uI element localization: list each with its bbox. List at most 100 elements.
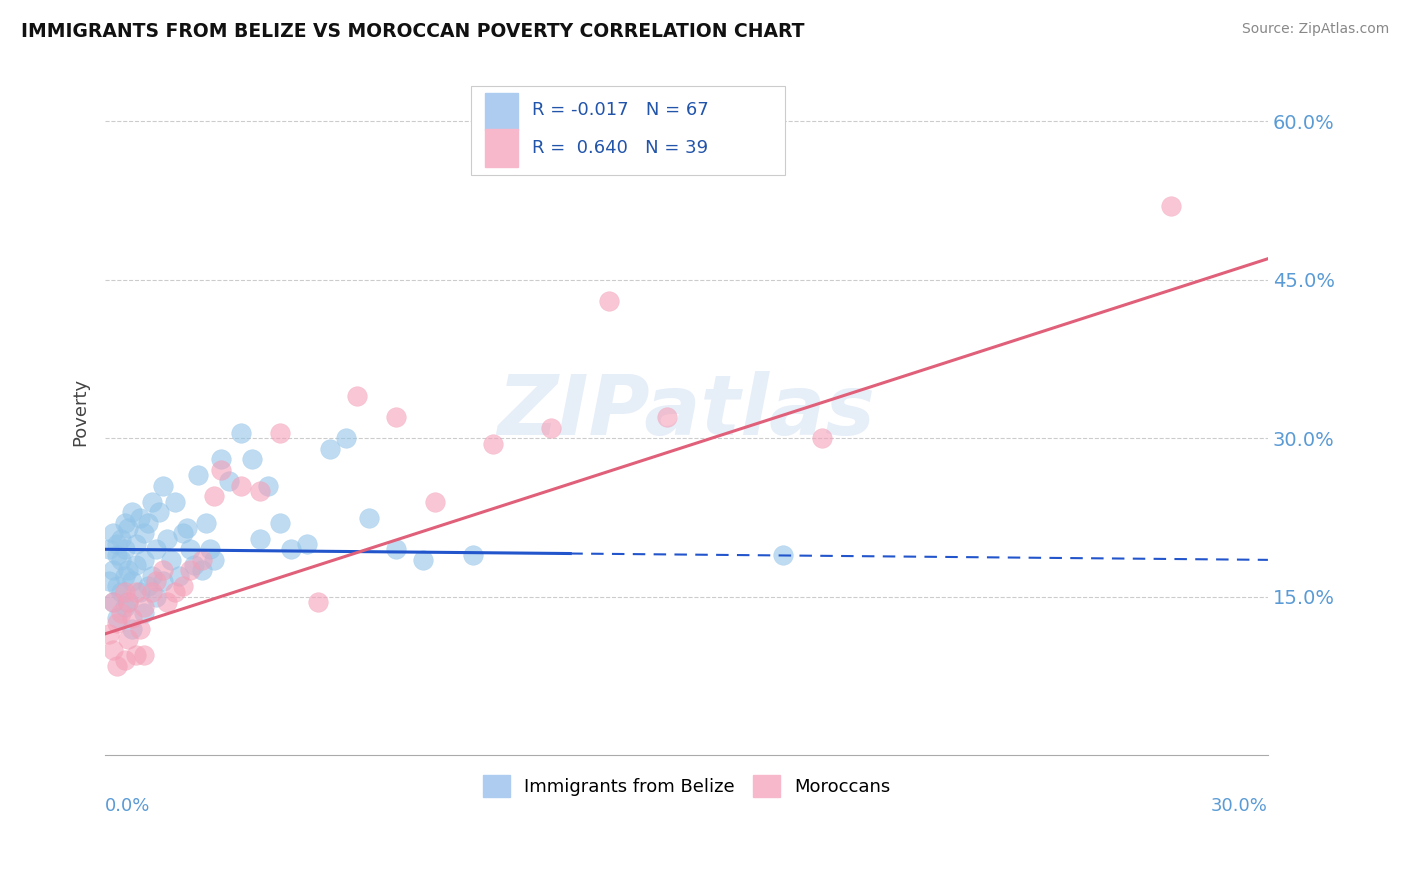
Point <box>132 648 155 662</box>
Point <box>101 642 124 657</box>
Point <box>179 563 201 577</box>
Point <box>249 484 271 499</box>
Point <box>335 431 357 445</box>
Point <box>114 516 136 530</box>
Point <box>152 574 174 588</box>
Point <box>179 542 201 557</box>
Point <box>98 574 121 588</box>
Point <box>110 553 132 567</box>
Point <box>105 537 128 551</box>
Point <box>187 468 209 483</box>
Point <box>191 563 214 577</box>
Point <box>114 568 136 582</box>
Point <box>218 474 240 488</box>
Point <box>117 632 139 646</box>
Point <box>811 431 834 445</box>
FancyBboxPatch shape <box>485 129 517 167</box>
Point <box>101 526 124 541</box>
Point <box>132 526 155 541</box>
Point <box>110 584 132 599</box>
Point <box>105 611 128 625</box>
Point <box>172 579 194 593</box>
Point <box>211 452 233 467</box>
Point <box>132 600 155 615</box>
Point <box>145 590 167 604</box>
Text: Source: ZipAtlas.com: Source: ZipAtlas.com <box>1241 22 1389 37</box>
Point <box>141 495 163 509</box>
Point <box>98 627 121 641</box>
Point <box>136 516 159 530</box>
Point <box>129 510 152 524</box>
Point <box>191 553 214 567</box>
Point <box>129 622 152 636</box>
Point <box>152 479 174 493</box>
Point <box>242 452 264 467</box>
Point <box>114 653 136 667</box>
Text: ZIPatlas: ZIPatlas <box>498 371 876 452</box>
Point <box>105 658 128 673</box>
Point <box>295 537 318 551</box>
Point <box>114 584 136 599</box>
Point <box>98 542 121 557</box>
Point <box>117 595 139 609</box>
Point <box>145 574 167 588</box>
Point <box>117 595 139 609</box>
Point <box>423 495 446 509</box>
FancyBboxPatch shape <box>485 93 517 130</box>
Point <box>101 563 124 577</box>
Point <box>176 521 198 535</box>
Point <box>249 532 271 546</box>
Point <box>657 410 679 425</box>
Point <box>163 495 186 509</box>
Point <box>172 526 194 541</box>
Text: IMMIGRANTS FROM BELIZE VS MOROCCAN POVERTY CORRELATION CHART: IMMIGRANTS FROM BELIZE VS MOROCCAN POVER… <box>21 22 804 41</box>
Point <box>598 293 620 308</box>
Point <box>1160 199 1182 213</box>
Point <box>319 442 342 456</box>
Point <box>145 542 167 557</box>
Point <box>141 584 163 599</box>
Point <box>156 595 179 609</box>
Point <box>229 479 252 493</box>
Point <box>114 600 136 615</box>
Point <box>148 505 170 519</box>
Point <box>481 436 503 450</box>
Point <box>132 553 155 567</box>
Point <box>257 479 280 493</box>
Point <box>198 542 221 557</box>
Point <box>211 463 233 477</box>
Point <box>307 595 329 609</box>
Point <box>167 568 190 582</box>
Point <box>125 584 148 599</box>
Point <box>202 490 225 504</box>
Point <box>163 584 186 599</box>
Point <box>105 548 128 562</box>
Point <box>117 563 139 577</box>
Point <box>202 553 225 567</box>
Point <box>121 574 143 588</box>
Point <box>105 616 128 631</box>
Point <box>101 595 124 609</box>
Point <box>141 568 163 582</box>
Point <box>357 510 380 524</box>
Point <box>463 548 485 562</box>
Y-axis label: Poverty: Poverty <box>72 378 89 446</box>
Point <box>125 537 148 551</box>
Point <box>152 563 174 577</box>
Point <box>385 542 408 557</box>
Point <box>132 606 155 620</box>
Legend: Immigrants from Belize, Moroccans: Immigrants from Belize, Moroccans <box>475 768 898 805</box>
Point <box>280 542 302 557</box>
Text: R =  0.640   N = 39: R = 0.640 N = 39 <box>531 138 709 156</box>
Point <box>160 553 183 567</box>
Point <box>110 606 132 620</box>
Point <box>117 521 139 535</box>
Text: 0.0%: 0.0% <box>105 797 150 814</box>
FancyBboxPatch shape <box>471 86 786 175</box>
Point <box>183 558 205 573</box>
Point <box>385 410 408 425</box>
Point <box>129 584 152 599</box>
Point <box>346 389 368 403</box>
Point <box>540 421 562 435</box>
Point <box>136 579 159 593</box>
